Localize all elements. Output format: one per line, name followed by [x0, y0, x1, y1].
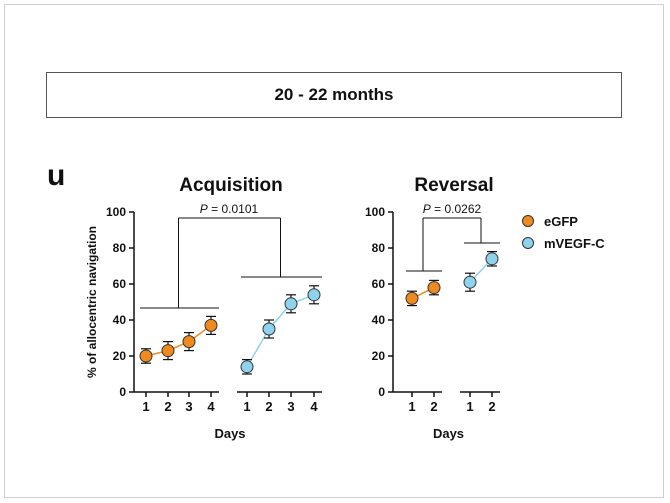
data-point — [405, 291, 419, 305]
x-tick-label: 1 — [466, 399, 473, 414]
series-egfp — [139, 315, 218, 364]
series-mvegfc — [240, 285, 321, 375]
x-tick-label: 3 — [287, 399, 294, 414]
series-line — [246, 294, 315, 368]
p-value-label: P = 0.0101 — [200, 202, 259, 216]
x-axis-label: Days — [433, 426, 464, 441]
data-point — [161, 344, 175, 358]
legend-swatch-mvegfc — [522, 237, 534, 249]
y-tick-label: 60 — [113, 277, 127, 291]
chart-acquisition: Acquisition 0 20 40 60 80 100 % of allocentric … — [85, 175, 322, 441]
y-tick-label: 100 — [365, 205, 385, 219]
y-tick-label: 40 — [113, 313, 127, 327]
x-tick-label: 2 — [265, 399, 272, 414]
x-tick-label: 2 — [164, 399, 171, 414]
x-tick-label: 1 — [243, 399, 250, 414]
data-point — [139, 349, 153, 363]
data-point — [240, 360, 254, 374]
y-axis-label: % of allocentric navigation — [85, 226, 99, 378]
data-point — [427, 281, 441, 295]
p-value-label: P = 0.0262 — [423, 202, 482, 216]
data-point — [307, 288, 321, 302]
x-tick-label: 1 — [142, 399, 149, 414]
x-tick-label: 4 — [310, 399, 318, 414]
y-tick-label: 40 — [372, 313, 386, 327]
y-tick-label: 0 — [378, 385, 385, 399]
data-point — [182, 335, 196, 349]
x-tick-label: 2 — [430, 399, 437, 414]
y-tick-label: 80 — [113, 241, 127, 255]
y-tick-label: 80 — [372, 241, 386, 255]
age-group-title: 20 - 22 months — [274, 85, 394, 104]
y-tick-label: 100 — [106, 205, 126, 219]
x-axis-label: Days — [214, 426, 245, 441]
age-group-header: 20 - 22 months — [46, 72, 622, 118]
chart-title: Acquisition — [179, 175, 282, 196]
legend-label-egfp: eGFP — [544, 213, 578, 229]
data-point — [204, 318, 218, 332]
x-tick-label: 3 — [185, 399, 192, 414]
data-point — [262, 322, 276, 336]
legend-label-mvegfc: mVEGF-C — [544, 235, 605, 251]
data-point — [284, 297, 298, 311]
x-tick-label: 1 — [408, 399, 415, 414]
y-tick-label: 20 — [113, 349, 127, 363]
series-line — [145, 324, 212, 357]
data-point — [485, 252, 499, 266]
x-tick-label: 4 — [207, 399, 215, 414]
legend-item-egfp: eGFP — [522, 210, 605, 232]
chart-title: Reversal — [414, 175, 493, 196]
data-point — [463, 275, 477, 289]
x-tick-label: 2 — [488, 399, 495, 414]
figure-frame — [4, 4, 664, 498]
y-tick-label: 0 — [119, 385, 126, 399]
series-mvegfc — [463, 251, 499, 292]
legend-item-mvegfc: mVEGF-C — [522, 232, 605, 254]
y-tick-label: 20 — [372, 349, 386, 363]
series-egfp — [405, 279, 441, 307]
y-tick-label: 60 — [372, 277, 386, 291]
panel-letter: u — [47, 159, 66, 192]
legend: eGFP mVEGF-C — [522, 210, 605, 254]
legend-swatch-egfp — [522, 215, 534, 227]
